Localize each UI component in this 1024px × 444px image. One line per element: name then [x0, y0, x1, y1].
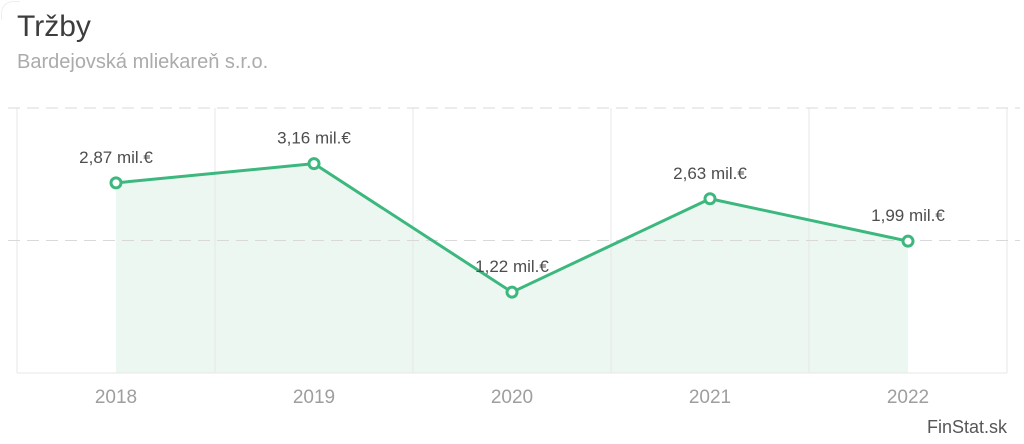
x-tick-2019: 2019	[293, 387, 335, 408]
value-label-2019: 3,16 mil.€	[277, 129, 351, 148]
data-point-2020[interactable]	[505, 285, 519, 299]
series-area-fill	[116, 163, 908, 373]
value-label-2020: 1,22 mil.€	[475, 257, 549, 276]
value-label-2021: 2,63 mil.€	[673, 164, 747, 183]
company-subtitle: Bardejovská mliekareň s.r.o.	[17, 50, 269, 73]
page-title: Tržby	[17, 10, 91, 43]
x-tick-2022: 2022	[887, 387, 929, 408]
data-point-2022[interactable]	[901, 234, 915, 248]
data-point-2018[interactable]	[109, 176, 123, 190]
x-tick-2018: 2018	[95, 387, 137, 408]
x-tick-2020: 2020	[491, 387, 533, 408]
chart-header: Tržby Bardejovská mliekareň s.r.o.	[17, 8, 268, 74]
x-tick-2021: 2021	[689, 387, 731, 408]
finstat-watermark-link[interactable]: FinStat.sk	[926, 417, 1007, 437]
data-point-2019[interactable]	[307, 157, 321, 171]
card-corner-border	[1, 1, 20, 20]
data-point-2021[interactable]	[703, 192, 717, 206]
value-label-2022: 1,99 mil.€	[871, 206, 945, 225]
value-label-2018: 2,87 mil.€	[79, 148, 153, 167]
